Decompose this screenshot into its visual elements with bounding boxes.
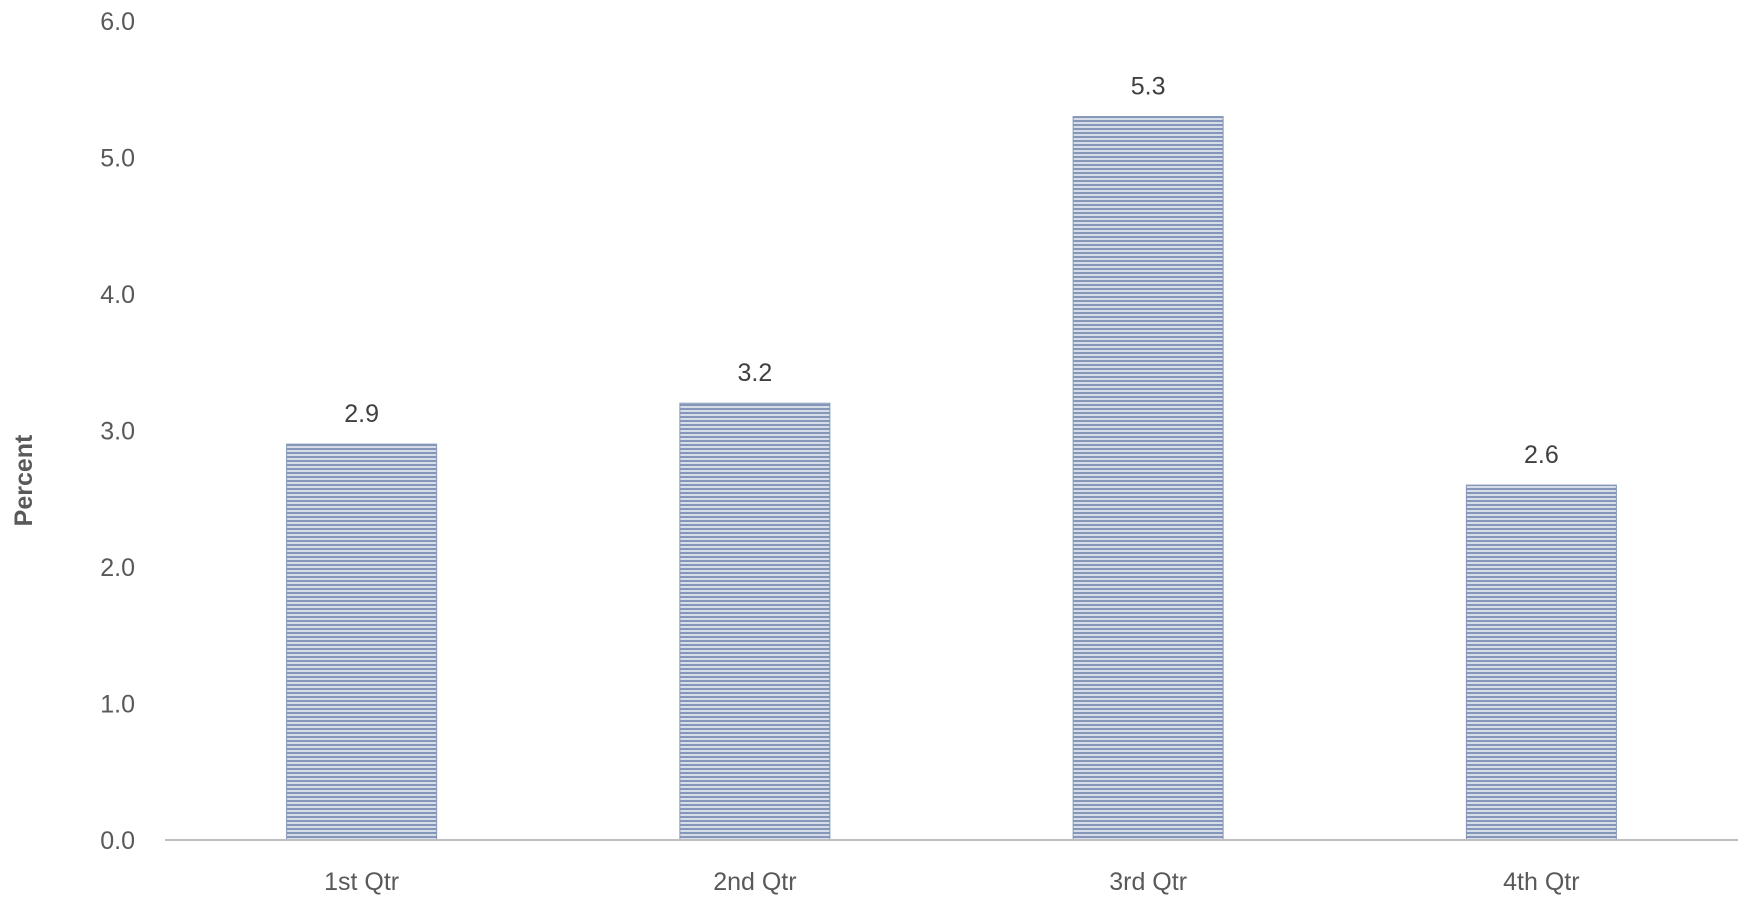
x-category-label: 1st Qtr <box>324 868 399 896</box>
x-category-label: 2nd Qtr <box>713 868 796 896</box>
y-tick-label: 4.0 <box>100 281 135 309</box>
bar <box>679 402 831 841</box>
y-tick-label: 2.0 <box>100 554 135 582</box>
data-label: 3.2 <box>737 359 772 387</box>
x-category-label: 3rd Qtr <box>1109 868 1187 896</box>
y-tick-label: 3.0 <box>100 418 135 446</box>
y-tick-label: 1.0 <box>100 691 135 719</box>
x-category-label: 4th Qtr <box>1503 868 1579 896</box>
y-tick-label: 5.0 <box>100 145 135 173</box>
data-label: 2.6 <box>1524 441 1559 469</box>
bars <box>286 116 1617 841</box>
bar <box>286 443 438 841</box>
y-tick-label: 0.0 <box>100 827 135 855</box>
y-tick-label: 6.0 <box>100 8 135 36</box>
data-labels: 2.9 3.2 5.3 2.6 <box>344 73 1559 470</box>
bar <box>1072 116 1224 841</box>
data-label: 5.3 <box>1131 73 1166 101</box>
bar <box>1465 484 1617 841</box>
y-axis-ticks: 0.0 1.0 2.0 3.0 4.0 5.0 6.0 <box>100 8 135 855</box>
data-label: 2.9 <box>344 400 379 428</box>
x-axis-category-labels: 1st Qtr 2nd Qtr 3rd Qtr 4th Qtr <box>324 868 1579 896</box>
y-axis-title: Percent <box>10 434 38 526</box>
